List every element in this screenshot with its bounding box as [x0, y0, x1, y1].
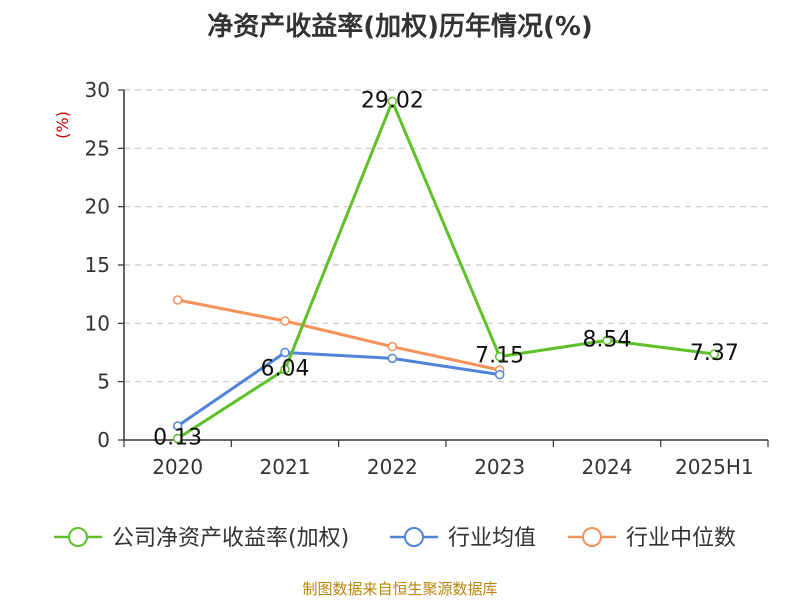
data-point	[387, 96, 398, 107]
chart-title: 净资产收益率(加权)历年情况(%)	[207, 12, 593, 42]
legend-label: 公司净资产收益率(加权)	[112, 526, 349, 551]
data-point	[602, 335, 612, 346]
data-label: 7.37	[690, 341, 739, 366]
data-point	[280, 316, 290, 326]
data-point	[280, 364, 290, 375]
legend-marker	[582, 527, 602, 547]
x-tick-label: 2021	[260, 455, 311, 479]
series-line	[177, 298, 500, 372]
grid-lines	[124, 89, 768, 383]
series-line	[176, 99, 715, 440]
x-tick-label: 2022	[367, 455, 418, 479]
y-tick-label: 20	[85, 195, 110, 219]
series-lines	[172, 96, 720, 444]
data-point	[280, 347, 290, 358]
data-label: 29.02	[361, 88, 424, 113]
data-label: 7.15	[475, 344, 524, 369]
data-label: 0.13	[153, 425, 202, 450]
x-tick-label: 2025H1	[675, 455, 754, 479]
legend: 公司净资产收益率(加权) 行业均值 行业中位数	[54, 526, 736, 551]
y-tick-label: 30	[85, 78, 110, 102]
series-line	[176, 351, 500, 428]
data-point	[494, 351, 505, 362]
data-label: 6.04	[261, 357, 310, 382]
y-tick-label: 5	[97, 370, 110, 394]
x-tick-label: 2023	[474, 455, 525, 479]
legend-label: 行业均值	[448, 526, 536, 551]
legend-marker	[68, 527, 88, 547]
y-tick-label: 15	[85, 253, 110, 277]
y-tick-label: 10	[85, 311, 110, 335]
data-point	[172, 433, 183, 444]
data-point	[387, 341, 398, 352]
data-point	[494, 369, 505, 380]
data-point	[709, 349, 720, 359]
y-tick-label: 25	[85, 136, 110, 160]
source-note: 制图数据来自恒生聚源数据库	[302, 580, 498, 598]
data-label: 8.54	[583, 327, 632, 352]
axes: 0 5 10 15 20 25 30 (%) 2020 2021 2022 2023 2024 2025H…	[53, 78, 769, 479]
data-point	[172, 421, 183, 431]
y-tick-label: 0	[97, 428, 110, 452]
legend-marker	[404, 527, 424, 547]
x-tick-label: 2020	[152, 455, 203, 479]
data-point	[387, 353, 398, 364]
x-tick-label: 2024	[582, 455, 633, 479]
y-axis-label: (%)	[53, 111, 72, 139]
data-labels: 0.13 6.04 29.02 7.15 8.54 7.37	[153, 88, 739, 450]
legend-label: 行业中位数	[626, 526, 736, 551]
data-point	[172, 295, 183, 305]
